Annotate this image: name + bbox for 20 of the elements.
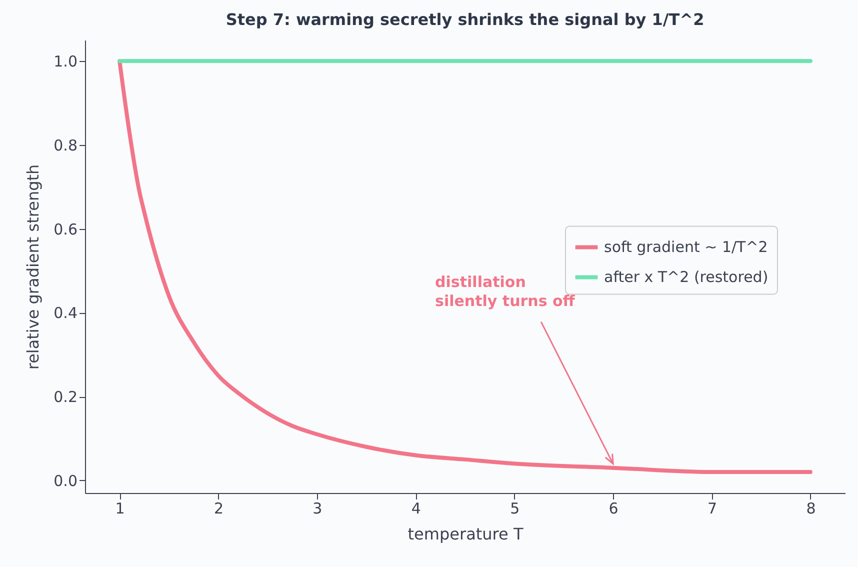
x-tick-label: 6 <box>608 500 618 518</box>
legend-label: after x T^2 (restored) <box>604 268 768 286</box>
y-tick-label: 1.0 <box>54 52 78 70</box>
x-tick-label: 4 <box>411 500 421 518</box>
legend-label: soft gradient ~ 1/T^2 <box>604 238 768 256</box>
x-tick-label: 2 <box>214 500 224 518</box>
y-tick-label: 0.2 <box>54 388 78 406</box>
y-axis-title: relative gradient strength <box>24 164 43 370</box>
x-tick-label: 1 <box>115 500 125 518</box>
x-axis-title: temperature T <box>408 524 524 544</box>
y-tick-label: 0.4 <box>54 304 78 322</box>
annotation: distillation silently turns off <box>435 272 576 310</box>
x-tick-label: 3 <box>312 500 322 518</box>
y-tick-label: 0.0 <box>54 472 78 490</box>
chart-title: Step 7: warming secretly shrinks the signal by 1/T^2 <box>226 10 704 29</box>
x-tick-label: 8 <box>806 500 816 518</box>
x-tick-label: 7 <box>707 500 718 518</box>
y-tick-label: 0.8 <box>54 136 78 154</box>
x-tick-label: 5 <box>510 500 520 518</box>
y-tick-label: 0.6 <box>54 220 78 238</box>
